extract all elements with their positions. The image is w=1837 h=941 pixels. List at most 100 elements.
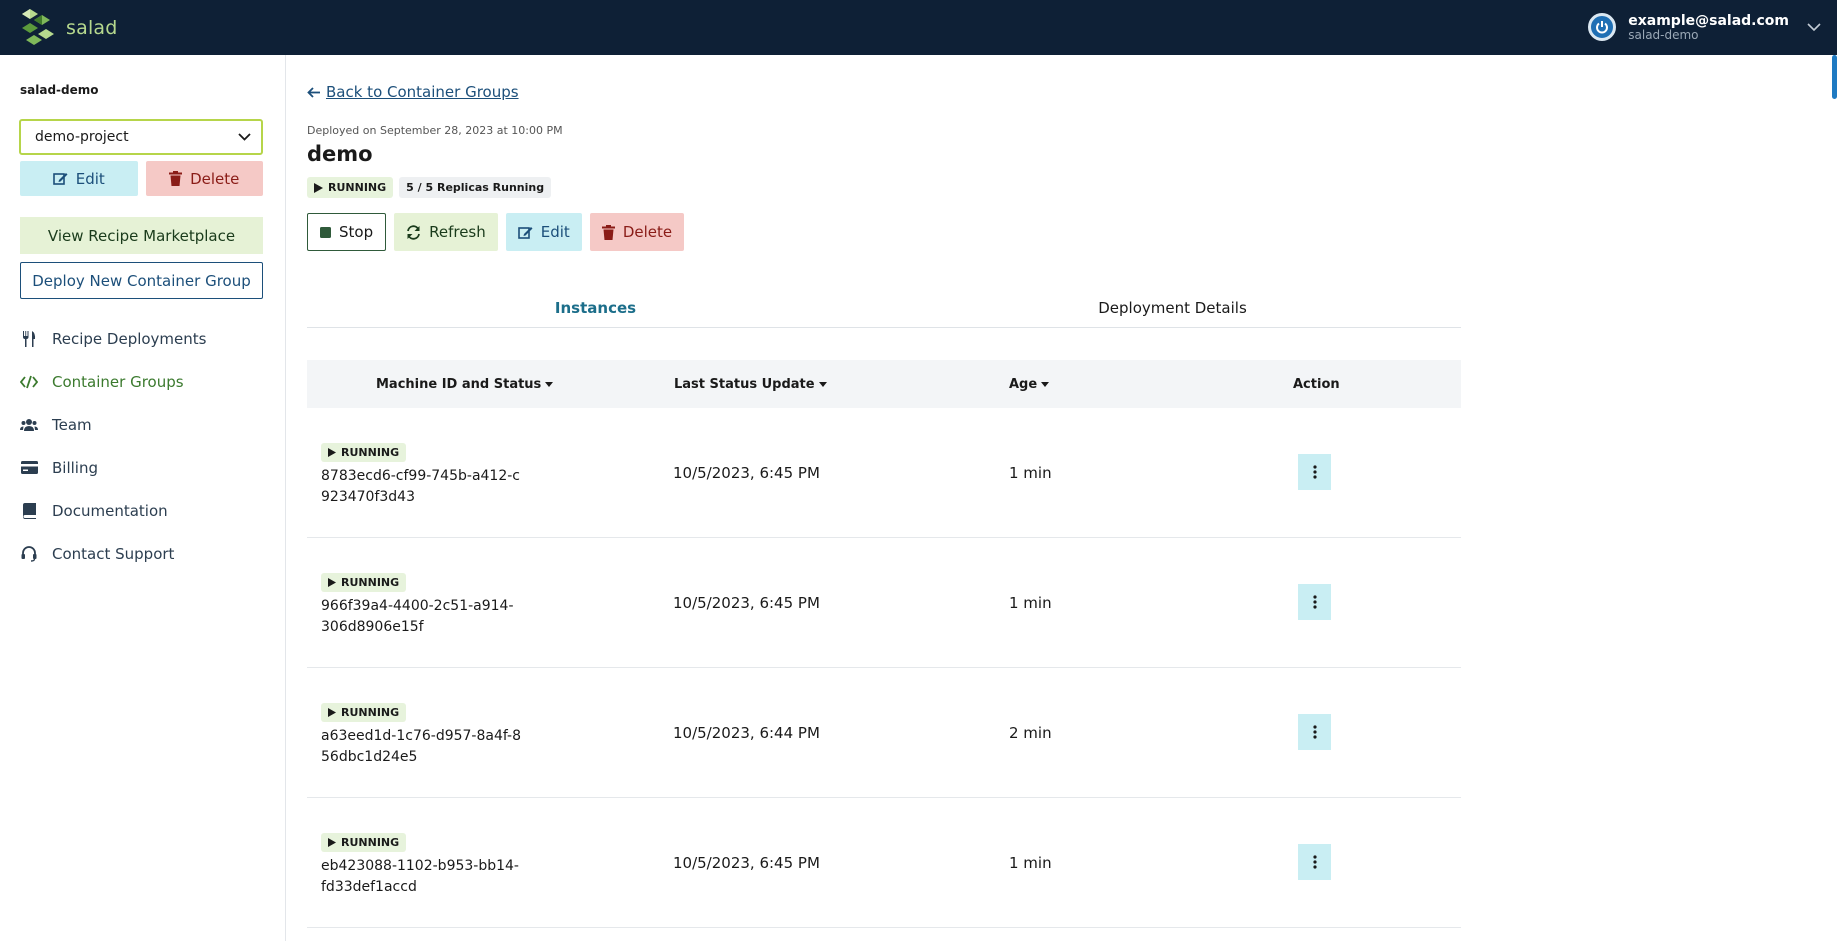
refresh-button[interactable]: Refresh xyxy=(394,213,498,251)
sidebar-item-label: Recipe Deployments xyxy=(52,329,207,348)
status-badge: RUNNING xyxy=(321,573,407,592)
arrow-left-icon xyxy=(307,86,320,98)
instances-table: Machine ID and Status Last Status Update… xyxy=(307,360,1461,928)
edit-label: Edit xyxy=(540,223,570,241)
users-icon xyxy=(20,418,38,432)
row-action-menu-button[interactable] xyxy=(1298,584,1331,620)
refresh-icon xyxy=(407,224,421,240)
kebab-menu-icon xyxy=(1312,595,1317,609)
play-icon xyxy=(328,838,336,847)
header-age[interactable]: Age xyxy=(1009,377,1050,392)
row-action-menu-button[interactable] xyxy=(1298,454,1331,490)
play-icon xyxy=(328,448,336,457)
stop-icon xyxy=(320,226,331,238)
machine-id: 966f39a4-4400-2c51-a914-306d8906e15f xyxy=(321,598,514,635)
tab-deployment-details[interactable]: Deployment Details xyxy=(1098,299,1247,317)
kebab-menu-icon xyxy=(1312,465,1317,479)
tabs: Instances Deployment Details xyxy=(307,291,1461,328)
table-row: RUNNING a63eed1d-1c76-d957-8a4f-856dbc1d… xyxy=(307,668,1461,798)
header-machine-id[interactable]: Machine ID and Status xyxy=(376,376,554,392)
project-select-value: demo-project xyxy=(35,129,129,145)
project-delete-button[interactable]: Delete xyxy=(145,161,263,196)
status-badge-label: RUNNING xyxy=(328,181,387,194)
row-action-menu-button[interactable] xyxy=(1298,844,1331,880)
user-org: salad-demo xyxy=(1628,27,1699,42)
chevron-down-icon[interactable] xyxy=(1807,23,1821,32)
table-row: RUNNING eb423088-1102-b953-bb14-fd33def1… xyxy=(307,798,1461,928)
edit-icon xyxy=(52,173,68,185)
utensils-icon xyxy=(20,330,38,347)
table-row: RUNNING 966f39a4-4400-2c51-a914-306d8906… xyxy=(307,538,1461,668)
sidebar-item-contact-support[interactable]: Contact Support xyxy=(20,532,270,575)
edit-label: Edit xyxy=(75,169,105,188)
status-badge: RUNNING xyxy=(307,177,394,198)
sidebar-item-container-groups[interactable]: Container Groups xyxy=(20,360,270,403)
play-icon xyxy=(328,708,336,717)
credit-card-icon xyxy=(20,461,38,474)
edit-button[interactable]: Edit xyxy=(505,213,582,251)
last-status-update: 10/5/2023, 6:45 PM xyxy=(673,464,820,482)
org-name: salad-demo xyxy=(20,83,99,97)
machine-id: a63eed1d-1c76-d957-8a4f-856dbc1d24e5 xyxy=(321,728,521,765)
sidebar-item-team[interactable]: Team xyxy=(20,403,270,446)
header-last-status-update[interactable]: Last Status Update xyxy=(674,377,827,392)
brand[interactable]: salad xyxy=(20,7,118,49)
salad-logo-icon xyxy=(22,8,54,45)
avatar xyxy=(1588,13,1617,42)
sidebar-item-documentation[interactable]: Documentation xyxy=(20,489,270,532)
edit-icon xyxy=(517,226,533,239)
view-recipe-marketplace-button[interactable]: View Recipe Marketplace xyxy=(20,217,263,254)
play-icon xyxy=(314,182,323,193)
trash-icon xyxy=(601,224,615,240)
delete-label: Delete xyxy=(190,169,240,188)
table-row: RUNNING 8783ecd6-cf99-745b-a412-c923470f… xyxy=(307,408,1461,538)
top-header: salad example@salad.com salad-demo xyxy=(0,0,1837,55)
status-badge-label: RUNNING xyxy=(341,836,400,849)
caret-down-icon xyxy=(545,381,554,387)
delete-button[interactable]: Delete xyxy=(589,213,685,251)
machine-id: 8783ecd6-cf99-745b-a412-c923470f3d43 xyxy=(321,468,520,505)
code-icon xyxy=(20,375,38,389)
header-label: Machine ID and Status xyxy=(376,376,542,392)
age: 1 min xyxy=(1009,854,1052,872)
last-status-update: 10/5/2023, 6:45 PM xyxy=(673,594,820,612)
sidebar-item-billing[interactable]: Billing xyxy=(20,446,270,489)
deploy-new-container-group-button[interactable]: Deploy New Container Group xyxy=(20,262,263,299)
age: 1 min xyxy=(1009,594,1052,612)
age: 1 min xyxy=(1009,464,1052,482)
last-status-update: 10/5/2023, 6:44 PM xyxy=(673,724,820,742)
user-menu[interactable]: example@salad.com salad-demo xyxy=(1588,13,1821,43)
project-select[interactable]: demo-project xyxy=(19,119,263,155)
brand-name: salad xyxy=(66,16,118,39)
status-badge-label: RUNNING xyxy=(341,576,400,589)
tab-instances[interactable]: Instances xyxy=(554,299,637,317)
replicas-badge: 5 / 5 Replicas Running xyxy=(399,177,552,198)
caret-down-icon xyxy=(1041,381,1050,387)
trash-icon xyxy=(169,171,183,186)
stop-button[interactable]: Stop xyxy=(307,213,387,251)
page-title: demo xyxy=(307,142,373,166)
power-icon xyxy=(1596,21,1609,34)
sidebar-item-label: Team xyxy=(52,415,92,434)
kebab-menu-icon xyxy=(1312,725,1317,739)
sidebar-nav: Recipe Deployments Container Groups Team… xyxy=(20,317,270,575)
status-badge: RUNNING xyxy=(321,703,407,722)
back-link-label: Back to Container Groups xyxy=(326,83,519,101)
deployed-date: Deployed on September 28, 2023 at 10:00 … xyxy=(307,124,563,137)
sidebar-item-label: Contact Support xyxy=(52,544,175,563)
user-email: example@salad.com xyxy=(1628,12,1789,29)
delete-label: Delete xyxy=(622,223,673,241)
status-badge: RUNNING xyxy=(321,833,407,852)
scrollbar-thumb[interactable] xyxy=(1832,55,1837,99)
back-to-container-groups-link[interactable]: Back to Container Groups xyxy=(307,83,519,101)
play-icon xyxy=(328,578,336,587)
row-action-menu-button[interactable] xyxy=(1298,714,1331,750)
refresh-label: Refresh xyxy=(429,223,486,241)
project-edit-button[interactable]: Edit xyxy=(20,161,138,196)
sidebar-item-label: Documentation xyxy=(52,501,168,520)
caret-down-icon xyxy=(818,381,827,387)
status-badge: RUNNING xyxy=(321,443,407,462)
last-status-update: 10/5/2023, 6:45 PM xyxy=(673,854,820,872)
sidebar-item-recipe-deployments[interactable]: Recipe Deployments xyxy=(20,317,270,360)
header-label: Last Status Update xyxy=(674,376,815,392)
